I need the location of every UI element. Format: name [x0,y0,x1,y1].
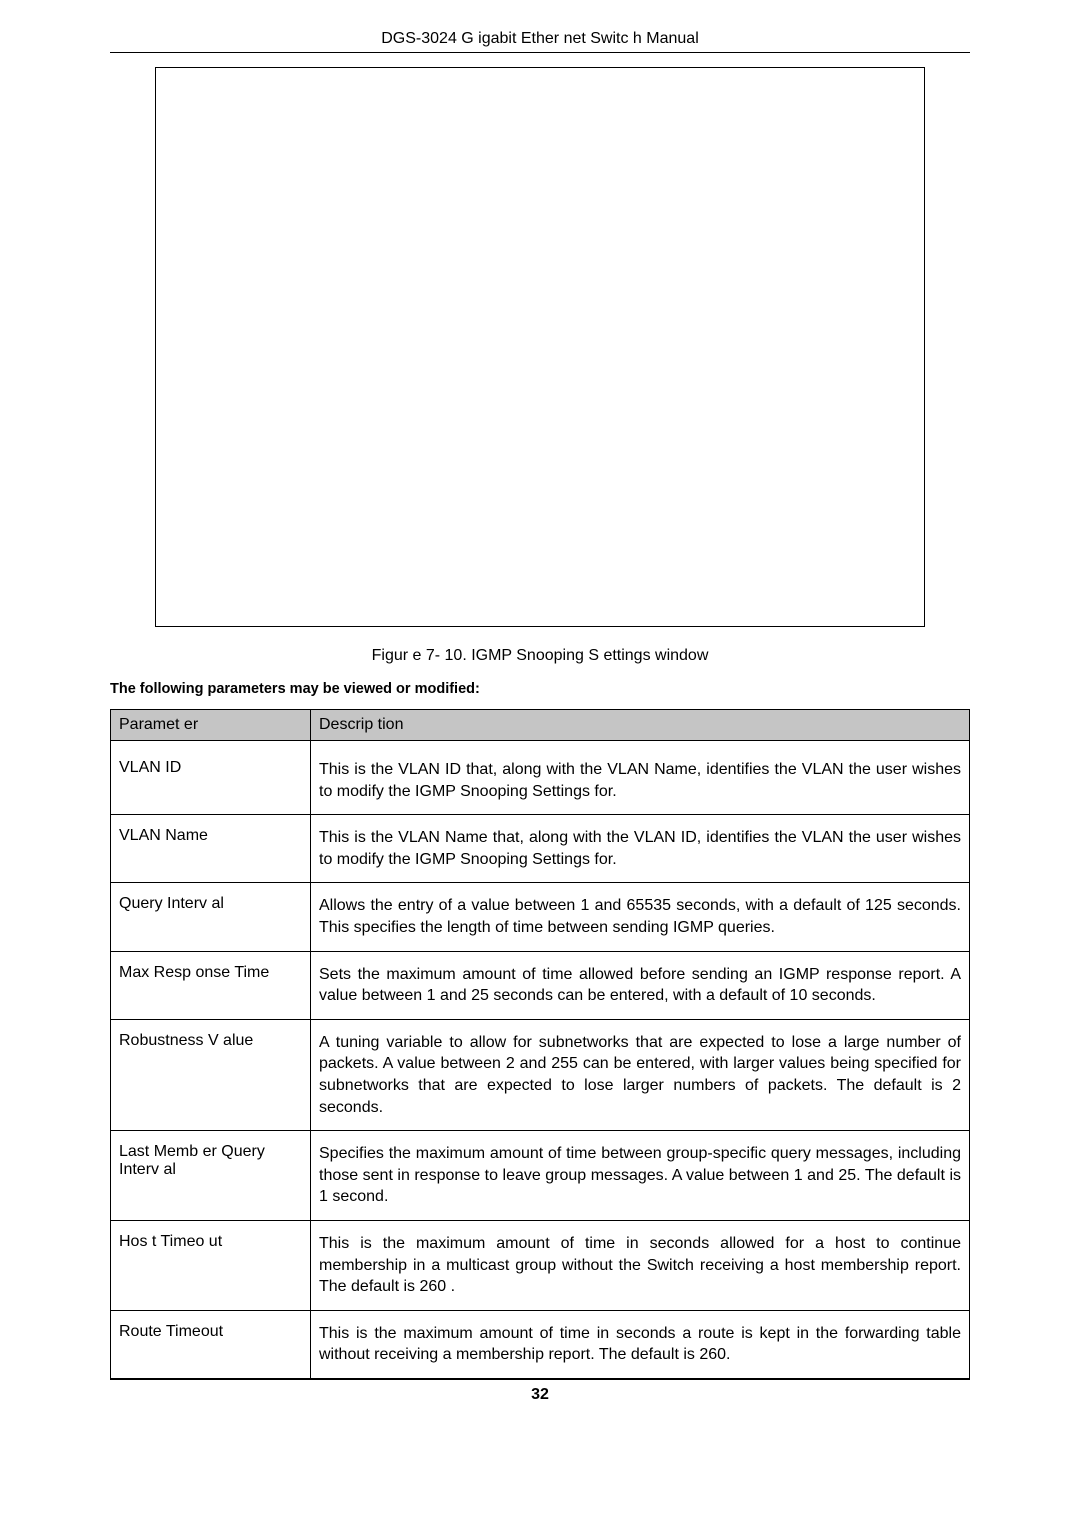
table-row: Hos t Timeo ut This is the maximum amoun… [111,1220,970,1310]
desc-cell: Sets the maximum amount of time allowed … [311,951,970,1019]
table-row: Last Memb er Query Interv al Specifies t… [111,1131,970,1221]
header-parameter: Paramet er [111,710,311,741]
param-cell: Last Memb er Query Interv al [111,1131,311,1221]
desc-cell: A tuning variable to allow for subnetwor… [311,1019,970,1130]
desc-cell: This is the maximum amount of time in se… [311,1220,970,1310]
param-cell: Query Interv al [111,883,311,951]
desc-cell: This is the VLAN Name that, along with t… [311,815,970,883]
param-cell: Route Timeout [111,1310,311,1379]
figure-placeholder [155,67,925,627]
desc-cell: This is the VLAN ID that, along with the… [311,747,970,815]
table-row: Route Timeout This is the maximum amount… [111,1310,970,1379]
param-cell: Max Resp onse Time [111,951,311,1019]
figure-caption: Figur e 7- 10. IGMP Snooping S ettings w… [110,647,970,665]
page-header: DGS-3024 G igabit Ether net Switc h Manu… [110,30,970,53]
table-row: VLAN Name This is the VLAN Name that, al… [111,815,970,883]
header-description: Descrip tion [311,710,970,741]
desc-cell: Specifies the maximum amount of time bet… [311,1131,970,1221]
table-row: Query Interv al Allows the entry of a va… [111,883,970,951]
param-cell: Hos t Timeo ut [111,1220,311,1310]
desc-cell: Allows the entry of a value between 1 an… [311,883,970,951]
page-number: 32 [110,1386,970,1404]
table-row: VLAN ID This is the VLAN ID that, along … [111,747,970,815]
desc-cell: This is the maximum amount of time in se… [311,1310,970,1379]
table-row: Max Resp onse Time Sets the maximum amou… [111,951,970,1019]
param-cell: VLAN Name [111,815,311,883]
param-cell: Robustness V alue [111,1019,311,1130]
header-title: DGS-3024 G igabit Ether net Switc h Manu… [381,30,699,47]
table-row: Robustness V alue A tuning variable to a… [111,1019,970,1130]
table-header-row: Paramet er Descrip tion [111,710,970,741]
parameter-table: Paramet er Descrip tion VLAN ID This is … [110,709,970,1380]
param-cell: VLAN ID [111,747,311,815]
intro-text: The following parameters may be viewed o… [110,681,970,697]
